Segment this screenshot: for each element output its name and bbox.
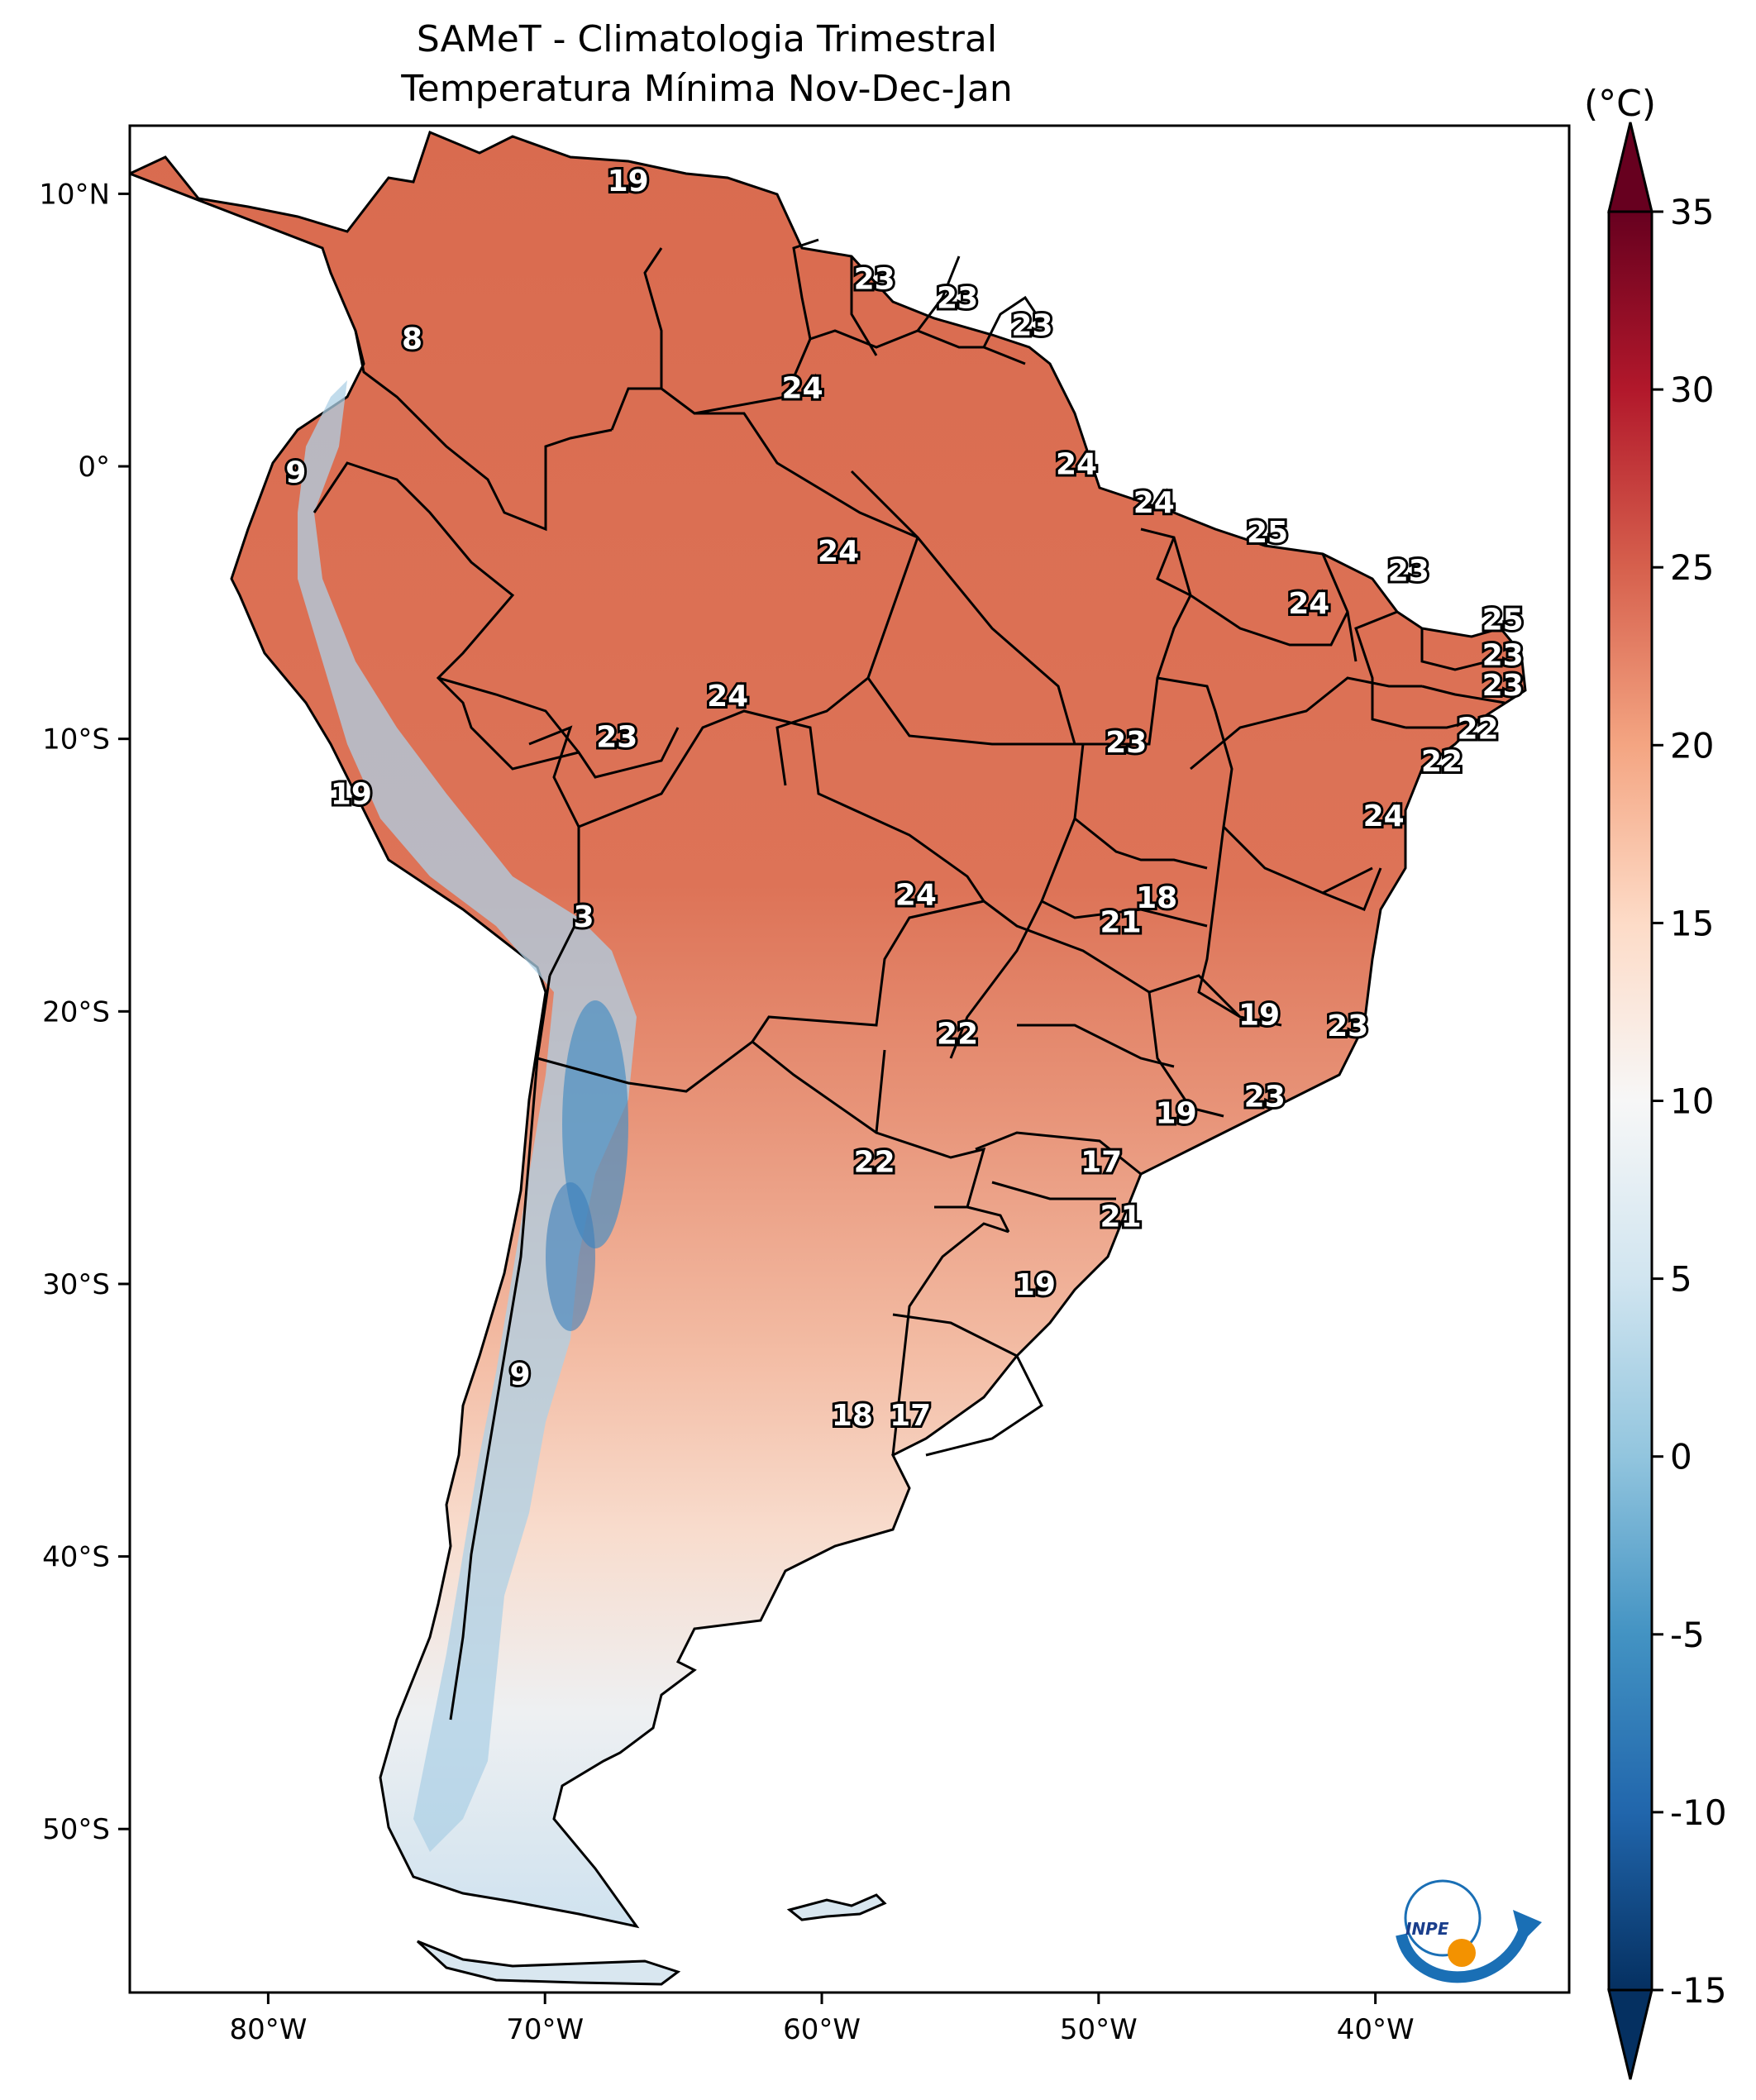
latitude-axis: 10°N 0° 10°S 20°S 30°S 40°S 50°S bbox=[39, 178, 130, 1846]
temperature-value-label: 18 bbox=[1136, 881, 1177, 915]
colorbar-tick-label: 5 bbox=[1670, 1259, 1692, 1300]
country-borders bbox=[313, 238, 1505, 1721]
temperature-value-label: 24 bbox=[1133, 486, 1175, 520]
colorbar-tick-label: 25 bbox=[1670, 547, 1714, 588]
colorbar-tick-label: 35 bbox=[1670, 192, 1714, 232]
temperature-value-label: 24 bbox=[1363, 799, 1405, 833]
colorbar-ticks: 35 30 25 20 15 10 5 0 -5 -10 -15 bbox=[1652, 192, 1727, 2011]
colorbar-bottom-extension bbox=[1607, 1988, 1653, 2080]
temperature-value-label: 22 bbox=[1457, 712, 1498, 746]
lon-tick-label: 80°W bbox=[229, 2013, 307, 2046]
falkland-islands bbox=[786, 1893, 887, 1921]
temperature-value-label: 23 bbox=[1244, 1081, 1286, 1114]
temperature-value-label: 23 bbox=[1482, 669, 1524, 703]
temperature-value-label: 9 bbox=[285, 456, 306, 490]
temperature-value-label: 24 bbox=[1288, 587, 1329, 621]
temperature-value-label: 23 bbox=[854, 263, 895, 297]
temperature-value-label: 24 bbox=[818, 535, 859, 569]
colorbar-tick-label: 15 bbox=[1670, 903, 1714, 943]
colorbar-body bbox=[1607, 210, 1653, 1992]
logo-text: INPE bbox=[1405, 1919, 1449, 1939]
colorbar-tick-label: 0 bbox=[1670, 1437, 1692, 1477]
temperature-value-label: 21 bbox=[1100, 1200, 1142, 1234]
temperature-value-label: 21 bbox=[1100, 906, 1142, 940]
altiplano-cold-area bbox=[562, 1000, 628, 1248]
lon-tick-label: 50°W bbox=[1060, 2013, 1138, 2046]
longitude-axis: 80°W 70°W 60°W 50°W 40°W bbox=[229, 1993, 1415, 2046]
temperature-value-label: 18 bbox=[832, 1399, 873, 1433]
tierra-del-fuego bbox=[416, 1940, 681, 1986]
temperature-value-label: 8 bbox=[402, 322, 422, 356]
temperature-value-label: 17 bbox=[890, 1399, 931, 1433]
inpe-logo: INPE bbox=[1396, 1879, 1542, 1983]
lat-tick-label: 40°S bbox=[42, 1541, 110, 1574]
temperature-value-label: 22 bbox=[1421, 745, 1463, 779]
temperature-value-label: 3 bbox=[574, 900, 594, 934]
temperature-value-label: 24 bbox=[895, 879, 937, 913]
temperature-value-label: 19 bbox=[331, 778, 372, 812]
temperature-value-label: 24 bbox=[782, 371, 823, 405]
temperature-value-label: 19 bbox=[608, 165, 649, 198]
temperature-value-label: 17 bbox=[1081, 1146, 1122, 1180]
lon-tick-label: 70°W bbox=[506, 2013, 584, 2046]
colorbar-tick-label: -10 bbox=[1670, 1792, 1727, 1833]
temperature-value-label: 22 bbox=[937, 1018, 978, 1052]
colorbar-top-extension bbox=[1607, 122, 1653, 213]
temperature-value-label: 23 bbox=[1482, 638, 1524, 672]
temperature-value-label: 9 bbox=[510, 1358, 531, 1392]
temperature-value-label: 25 bbox=[1247, 516, 1288, 550]
colorbar: 35 30 25 20 15 10 5 0 -5 -10 -15 bbox=[1607, 122, 1727, 2080]
colorbar-tick-label: 20 bbox=[1670, 725, 1714, 766]
andes-cold-band bbox=[298, 380, 637, 1852]
lat-tick-label: 20°S bbox=[42, 995, 110, 1029]
temperature-value-label: 23 bbox=[596, 720, 637, 754]
colorbar-tick-label: 10 bbox=[1670, 1081, 1714, 1122]
temperature-value-label: 23 bbox=[1105, 726, 1147, 760]
colorbar-tick-label: 30 bbox=[1670, 370, 1714, 410]
lat-tick-label: 50°S bbox=[42, 1813, 110, 1846]
temperature-value-label: 23 bbox=[1327, 1009, 1368, 1043]
temperature-value-label: 23 bbox=[1011, 309, 1052, 343]
puna-cold-area bbox=[546, 1182, 595, 1331]
temperature-value-label: 23 bbox=[937, 282, 978, 316]
lat-tick-label: 0° bbox=[78, 451, 110, 484]
lat-tick-label: 30°S bbox=[42, 1268, 110, 1301]
temperature-value-label: 25 bbox=[1482, 604, 1524, 637]
lon-tick-label: 40°W bbox=[1337, 2013, 1415, 2046]
map-area bbox=[130, 126, 1569, 1993]
map-subtitle: Temperatura Mínima Nov-Dec-Jan bbox=[401, 68, 1013, 110]
temperature-value-label: 19 bbox=[1238, 999, 1280, 1033]
temperature-value-label: 19 bbox=[1014, 1268, 1056, 1302]
colorbar-tick-label: -5 bbox=[1670, 1615, 1705, 1655]
temperature-value-label: 19 bbox=[1156, 1096, 1197, 1130]
temperature-value-label: 24 bbox=[1056, 448, 1097, 482]
colorbar-unit: (°C) bbox=[1584, 83, 1657, 125]
temperature-value-label: 24 bbox=[707, 680, 748, 714]
temperature-value-label: 22 bbox=[854, 1146, 895, 1180]
colorbar-tick-label: -15 bbox=[1670, 1970, 1727, 2011]
lat-tick-label: 10°N bbox=[39, 178, 110, 211]
temperature-value-label: 23 bbox=[1388, 554, 1429, 588]
lat-tick-label: 10°S bbox=[42, 723, 110, 756]
map-frame bbox=[128, 124, 1571, 1994]
lon-tick-label: 60°W bbox=[783, 2013, 861, 2046]
map-title: SAMeT - Climatologia Trimestral bbox=[416, 18, 998, 60]
